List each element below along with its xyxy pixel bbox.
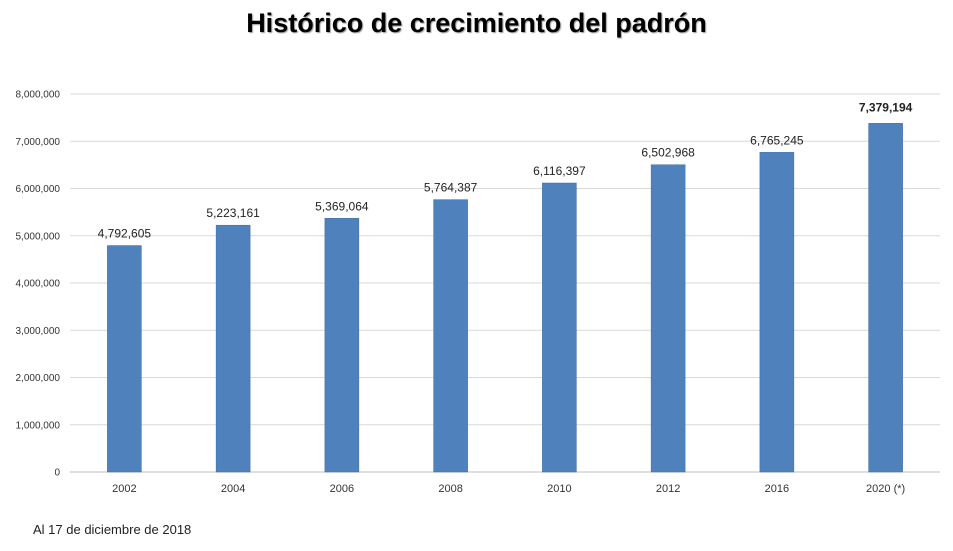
- bars: [107, 123, 903, 473]
- data-labels: 4,792,605 5,223,161 5,369,064 5,764,387 6,11…: [98, 100, 913, 240]
- bar-2004: [215, 224, 251, 473]
- footnote: Al 17 de diciembre de 2018: [33, 522, 192, 537]
- y-tick-label: 8,000,000: [16, 90, 61, 101]
- y-tick-label: 1,000,000: [16, 420, 61, 431]
- bar-2002: [107, 245, 142, 473]
- y-axis-ticks: 0 1,000,000 2,000,000 3,000,000 4,000,000 5,0…: [16, 90, 61, 479]
- y-tick-label: 7,000,000: [16, 137, 61, 148]
- x-tick-label: 2016: [765, 483, 789, 495]
- x-tick-label: 2002: [112, 483, 136, 495]
- x-tick-label: 2004: [221, 483, 245, 495]
- data-label: 5,369,064: [315, 199, 369, 213]
- y-tick-label: 5,000,000: [16, 231, 61, 242]
- bar-2008: [433, 199, 468, 473]
- y-tick-label: 4,000,000: [16, 279, 61, 290]
- y-tick-label: 0: [54, 468, 60, 479]
- data-label: 5,223,161: [206, 206, 260, 220]
- x-tick-label: 2020 (*): [866, 483, 905, 495]
- data-label: 6,502,968: [641, 146, 695, 160]
- bar-2012: [650, 164, 686, 473]
- y-tick-label: 2,000,000: [16, 373, 61, 384]
- chart-title: Histórico de crecimiento del padrón: [246, 8, 707, 38]
- data-label: 6,765,245: [750, 133, 804, 147]
- x-tick-label: 2008: [438, 483, 462, 495]
- data-label: 6,116,397: [533, 164, 586, 178]
- bar-2006: [324, 218, 360, 473]
- data-label: 4,792,605: [98, 227, 152, 241]
- gridlines: [70, 93, 940, 473]
- x-tick-label: 2012: [656, 483, 680, 495]
- bar-2010: [542, 182, 577, 473]
- x-axis-ticks: 2002 2004 2006 2008 2010 2012 2016 2020 (*): [112, 483, 905, 495]
- x-tick-label: 2006: [330, 483, 354, 495]
- bar-2020: [868, 123, 903, 473]
- x-tick-label: 2010: [547, 483, 571, 495]
- data-label: 5,764,387: [424, 181, 478, 195]
- y-tick-label: 3,000,000: [16, 326, 61, 337]
- bar-2016: [759, 152, 795, 473]
- y-tick-label: 6,000,000: [16, 184, 61, 195]
- data-label: 7,379,194: [859, 100, 913, 114]
